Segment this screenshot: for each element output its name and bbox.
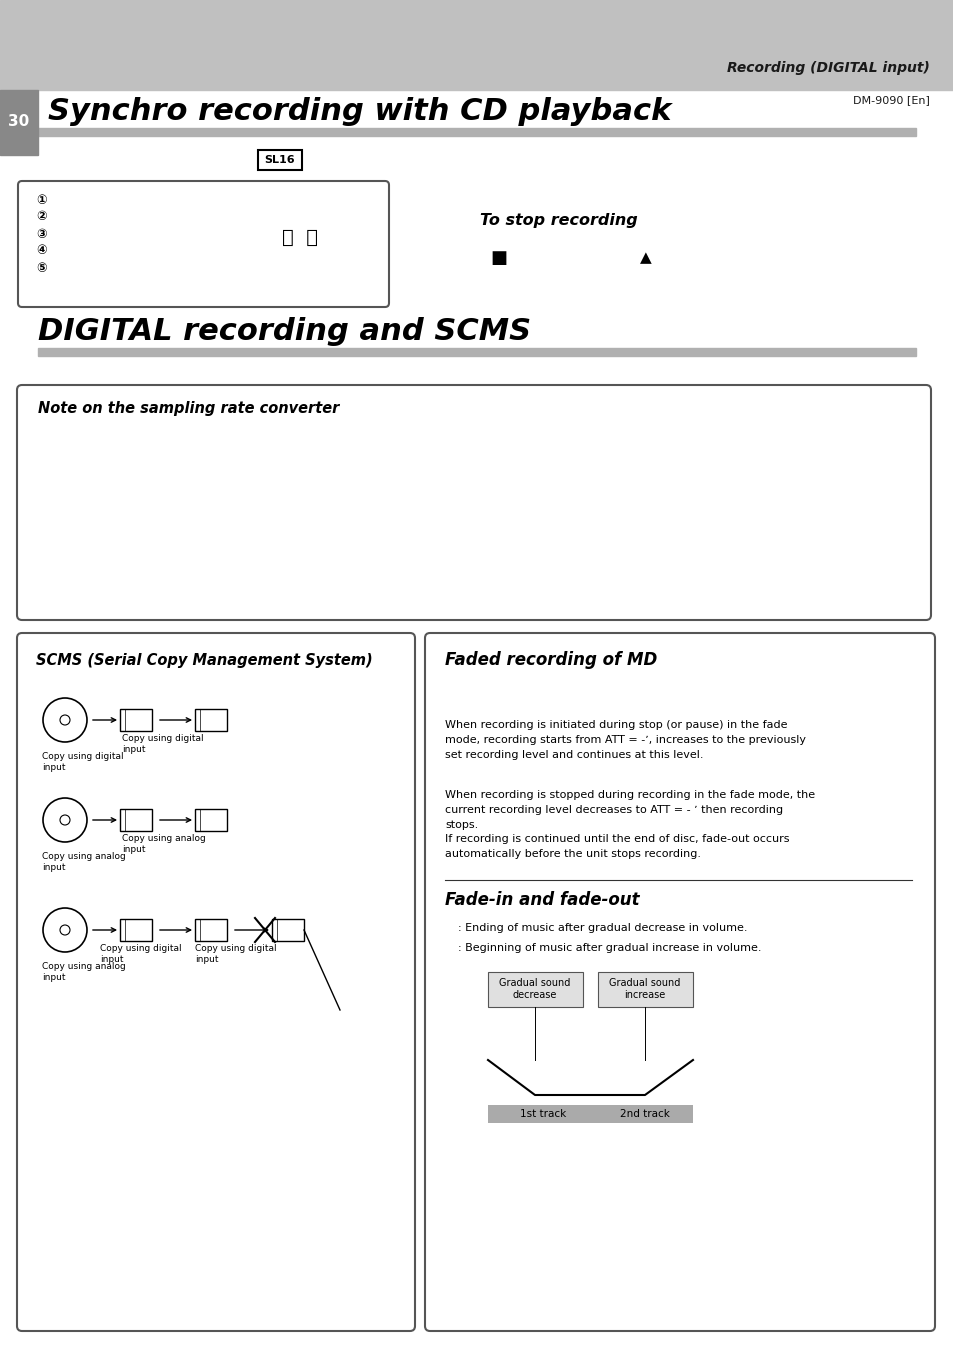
Text: DM-9090 [En]: DM-9090 [En] xyxy=(852,95,929,105)
Bar xyxy=(488,971,582,1006)
Bar xyxy=(194,919,227,942)
FancyBboxPatch shape xyxy=(424,634,934,1331)
Text: Copy using digital
input: Copy using digital input xyxy=(100,944,181,965)
Bar xyxy=(26,642,414,1329)
Bar xyxy=(120,809,152,831)
Text: 2nd track: 2nd track xyxy=(619,1109,669,1119)
Text: ④: ④ xyxy=(36,245,47,258)
Text: ②: ② xyxy=(36,211,47,223)
Text: Fade-in and fade-out: Fade-in and fade-out xyxy=(444,892,639,909)
Text: SCMS (Serial Copy Management System): SCMS (Serial Copy Management System) xyxy=(36,653,373,667)
Text: : Ending of music after gradual decrease in volume.: : Ending of music after gradual decrease… xyxy=(457,923,747,934)
Text: Note on the sampling rate converter: Note on the sampling rate converter xyxy=(38,400,339,416)
Text: DIGITAL recording and SCMS: DIGITAL recording and SCMS xyxy=(38,317,531,346)
Text: 1st track: 1st track xyxy=(519,1109,565,1119)
Text: Gradual sound
increase: Gradual sound increase xyxy=(609,978,680,1000)
Text: Recording (DIGITAL input): Recording (DIGITAL input) xyxy=(726,61,929,76)
Bar xyxy=(272,919,304,942)
Bar xyxy=(434,642,933,1329)
Text: SL16: SL16 xyxy=(264,155,295,165)
Text: Gradual sound
decrease: Gradual sound decrease xyxy=(498,978,570,1000)
Bar xyxy=(0,91,38,155)
Bar xyxy=(194,809,227,831)
Bar xyxy=(26,394,929,619)
Bar xyxy=(120,919,152,942)
Text: Synchro recording with CD playback: Synchro recording with CD playback xyxy=(48,97,671,127)
Text: Copy using analog
input: Copy using analog input xyxy=(122,834,206,854)
FancyBboxPatch shape xyxy=(17,634,415,1331)
Bar xyxy=(0,0,953,91)
Text: ③: ③ xyxy=(36,227,47,240)
Text: Copy using digital
input: Copy using digital input xyxy=(194,944,276,965)
Bar xyxy=(194,709,227,731)
Text: ①: ① xyxy=(36,193,47,207)
Text: When recording is stopped during recording in the fade mode, the
current recordi: When recording is stopped during recordi… xyxy=(444,790,814,859)
FancyBboxPatch shape xyxy=(17,385,930,620)
Text: 30: 30 xyxy=(9,115,30,130)
Bar xyxy=(38,128,915,136)
Text: Copy using digital
input: Copy using digital input xyxy=(122,734,203,754)
Text: When recording is initiated during stop (or pause) in the fade
mode, recording s: When recording is initiated during stop … xyxy=(444,720,805,759)
Text: ⏮  ⏭: ⏮ ⏭ xyxy=(282,227,317,246)
Bar xyxy=(598,971,692,1006)
FancyBboxPatch shape xyxy=(18,181,389,307)
Bar xyxy=(38,349,915,357)
Text: ■: ■ xyxy=(490,249,506,267)
Bar xyxy=(488,1105,598,1123)
Text: To stop recording: To stop recording xyxy=(479,212,638,227)
Text: Copy using analog
input: Copy using analog input xyxy=(42,852,126,873)
Bar xyxy=(257,150,302,170)
Text: ▲: ▲ xyxy=(639,250,651,266)
Bar xyxy=(26,189,389,307)
Text: ⑤: ⑤ xyxy=(36,262,47,274)
Text: : Beginning of music after gradual increase in volume.: : Beginning of music after gradual incre… xyxy=(457,943,760,952)
Text: Faded recording of MD: Faded recording of MD xyxy=(444,651,657,669)
Bar xyxy=(598,1105,692,1123)
Bar xyxy=(120,709,152,731)
Text: Copy using analog
input: Copy using analog input xyxy=(42,962,126,982)
Text: Copy using digital
input: Copy using digital input xyxy=(42,753,124,773)
